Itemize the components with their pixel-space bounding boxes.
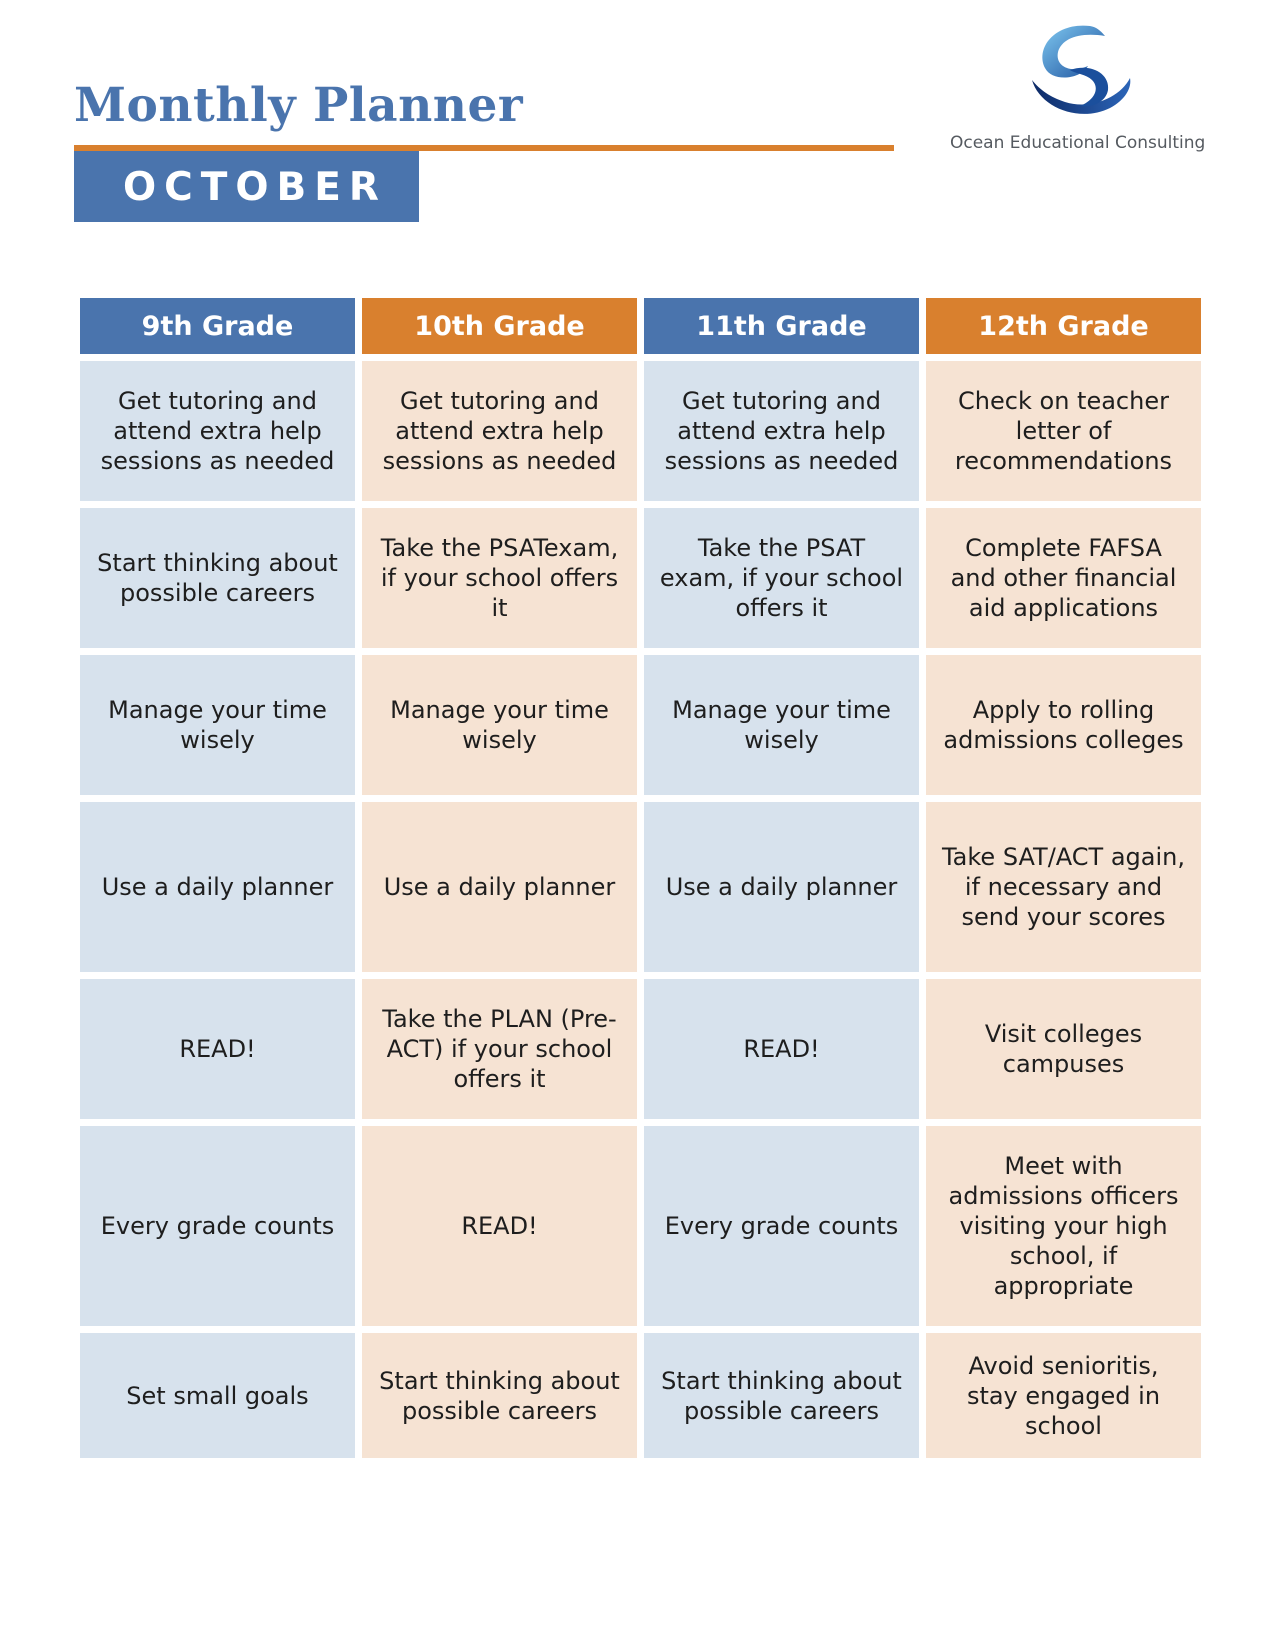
table-cell: Start thinking about possible careers bbox=[644, 1333, 919, 1458]
table-cell: READ! bbox=[644, 979, 919, 1119]
table-cell: Get tutoring and attend extra help sessi… bbox=[362, 361, 637, 501]
table-cell: Manage your time wisely bbox=[644, 655, 919, 795]
table-cell: Start thinking about possible careers bbox=[80, 508, 355, 648]
table-cell: Avoid senioritis, stay engaged in school bbox=[926, 1333, 1201, 1458]
table-cell: Use a daily planner bbox=[80, 802, 355, 972]
table-cell: Every grade counts bbox=[644, 1126, 919, 1326]
month-banner: OCTOBER bbox=[74, 151, 419, 222]
table-cell: Visit colleges campuses bbox=[926, 979, 1201, 1119]
month-label: OCTOBER bbox=[123, 165, 387, 210]
table-cell: Manage your time wisely bbox=[80, 655, 355, 795]
table-cell: Complete FAFSA and other financial aid a… bbox=[926, 508, 1201, 648]
table-cell: Check on teacher letter of recommendatio… bbox=[926, 361, 1201, 501]
table-cell: Manage your time wisely bbox=[362, 655, 637, 795]
table-cell: Use a daily planner bbox=[362, 802, 637, 972]
header-10th-grade: 10th Grade bbox=[362, 298, 637, 354]
table-cell: READ! bbox=[362, 1126, 637, 1326]
planner-table: 9th Grade 10th Grade 11th Grade 12th Gra… bbox=[80, 298, 1201, 1458]
table-cell: READ! bbox=[80, 979, 355, 1119]
table-cell: Every grade counts bbox=[80, 1126, 355, 1326]
table-cell: Get tutoring and attend extra help sessi… bbox=[80, 361, 355, 501]
table-cell: Start thinking about possible careers bbox=[362, 1333, 637, 1458]
logo-wordmark: Ocean Educational Consulting bbox=[950, 133, 1206, 153]
page-title: Monthly Planner bbox=[74, 78, 524, 133]
table-cell: Apply to rolling admissions colleges bbox=[926, 655, 1201, 795]
title-underline bbox=[74, 145, 894, 151]
table-cell: Take the PSAT exam, if your school offer… bbox=[644, 508, 919, 648]
table-cell: Take the PSATexam, if your school offers… bbox=[362, 508, 637, 648]
table-cell: Take the PLAN (Pre-ACT) if your school o… bbox=[362, 979, 637, 1119]
header-11th-grade: 11th Grade bbox=[644, 298, 919, 354]
table-cell: Take SAT/ACT again, if necessary and sen… bbox=[926, 802, 1201, 972]
table-cell: Set small goals bbox=[80, 1333, 355, 1458]
table-cell: Meet with admissions officers visiting y… bbox=[926, 1126, 1201, 1326]
company-logo: Ocean Educational Consulting bbox=[950, 18, 1206, 163]
table-cell: Use a daily planner bbox=[644, 802, 919, 972]
header-9th-grade: 9th Grade bbox=[80, 298, 355, 354]
ocean-swirl-logo-icon bbox=[1032, 25, 1131, 114]
header-12th-grade: 12th Grade bbox=[926, 298, 1201, 354]
table-cell: Get tutoring and attend extra help sessi… bbox=[644, 361, 919, 501]
